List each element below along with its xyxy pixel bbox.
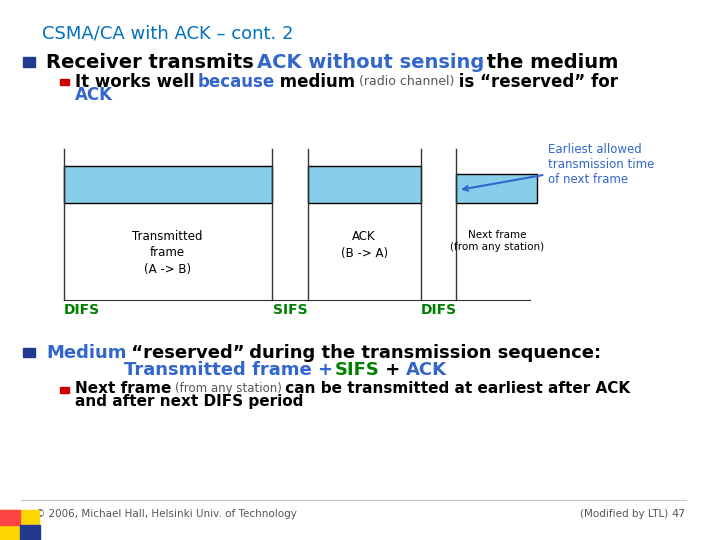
Text: and after next DIFS period: and after next DIFS period — [75, 394, 303, 409]
Bar — [0, 510, 19, 525]
Text: © 2006, Michael Hall, Helsinki Univ. of Technology: © 2006, Michael Hall, Helsinki Univ. of … — [35, 509, 297, 519]
Bar — [60, 79, 68, 85]
Text: Receiver transmits: Receiver transmits — [46, 52, 261, 72]
Text: the medium: the medium — [480, 52, 618, 72]
Text: (radio channel): (radio channel) — [359, 75, 454, 88]
Text: Next frame: Next frame — [75, 381, 176, 396]
Text: Next frame
(from any station): Next frame (from any station) — [450, 230, 544, 252]
Text: (from any station): (from any station) — [175, 382, 282, 395]
Text: Transmitted
frame
(A -> B): Transmitted frame (A -> B) — [132, 230, 203, 276]
Bar — [22, 348, 35, 357]
Text: is “reserved” for: is “reserved” for — [453, 72, 618, 91]
Bar — [22, 57, 35, 67]
Text: ACK: ACK — [406, 361, 447, 379]
Text: Transmitted frame +: Transmitted frame + — [124, 361, 339, 379]
Text: because: because — [198, 72, 275, 91]
Text: ACK without sensing: ACK without sensing — [256, 52, 484, 72]
Text: It works well: It works well — [75, 72, 200, 91]
FancyBboxPatch shape — [63, 166, 272, 202]
Text: medium: medium — [274, 72, 361, 91]
Text: SIFS: SIFS — [273, 303, 307, 318]
Text: DIFS: DIFS — [63, 303, 100, 318]
Text: (Modified by LTL): (Modified by LTL) — [580, 509, 668, 519]
Text: “reserved”: “reserved” — [125, 343, 245, 362]
Text: can be transmitted at earliest after ACK: can be transmitted at earliest after ACK — [280, 381, 630, 396]
Bar — [19, 525, 40, 540]
Text: SIFS: SIFS — [335, 361, 380, 379]
FancyBboxPatch shape — [456, 174, 537, 202]
Text: Earliest allowed
transmission time
of next frame: Earliest allowed transmission time of ne… — [463, 143, 654, 191]
Text: Medium: Medium — [46, 343, 127, 362]
Text: CSMA/CA with ACK – cont. 2: CSMA/CA with ACK – cont. 2 — [42, 24, 294, 42]
Text: +: + — [379, 361, 407, 379]
Bar — [0, 510, 39, 540]
Text: ACK
(B -> A): ACK (B -> A) — [341, 230, 388, 260]
Text: 47: 47 — [672, 509, 686, 519]
Bar — [60, 387, 68, 393]
Text: DIFS: DIFS — [420, 303, 456, 318]
Text: ACK: ACK — [75, 86, 113, 104]
FancyBboxPatch shape — [307, 166, 420, 202]
Text: during the transmission sequence:: during the transmission sequence: — [243, 343, 600, 362]
